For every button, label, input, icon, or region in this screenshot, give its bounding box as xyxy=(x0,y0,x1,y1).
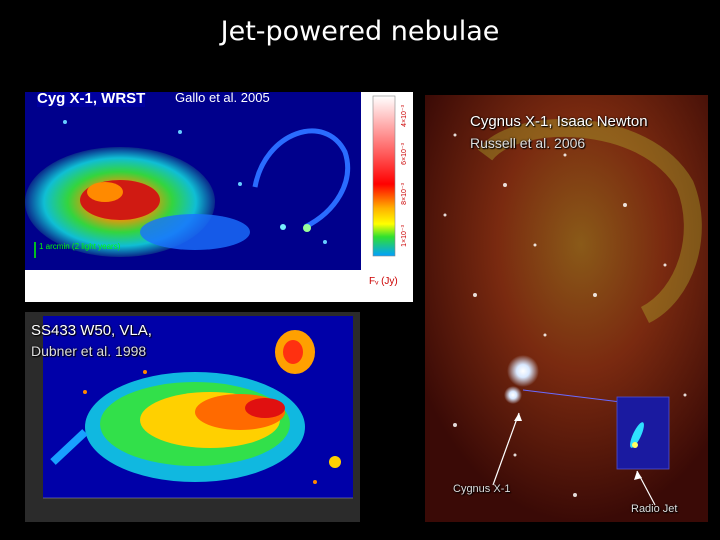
radio-jet-arrow-label: Radio Jet xyxy=(631,503,678,515)
ss433-citation: Dubner et al. 1998 xyxy=(31,343,147,359)
colorbar-tick-label: 1×10⁻³ xyxy=(400,225,408,247)
colorbar-tick-label: 8×10⁻³ xyxy=(400,183,408,205)
colorbar-tick-label: 6×10⁻³ xyxy=(400,143,408,165)
cygnus-optical-panel: Cygnus X-1, Isaac Newton Russell et al. … xyxy=(425,95,708,522)
cygnus-optical-citation: Russell et al. 2006 xyxy=(470,135,586,151)
cyg-wrst-scale-text: 1 arcmin (2 light years) xyxy=(39,242,121,251)
cyg-wrst-radio-map xyxy=(25,92,396,270)
cyg-wrst-colorbar-unit: Fᵥ (Jy) xyxy=(369,276,398,287)
cygnus-optical-image xyxy=(425,95,708,522)
cyg-wrst-panel: Cyg X-1, WRST Gallo et al. 2005 1 arcmin… xyxy=(25,92,413,302)
cyg-wrst-citation: Gallo et al. 2005 xyxy=(175,92,270,105)
cyg-wrst-label: Cyg X-1, WRST xyxy=(37,92,146,107)
ss433-panel: SS433 W50, VLA, Dubner et al. 1998 xyxy=(25,312,360,522)
slide-title: Jet-powered nebulae xyxy=(220,16,500,47)
cyg-wrst-colorbar-ticks: 4×10⁻³ 6×10⁻³ 8×10⁻³ 1×10⁻³ xyxy=(397,98,411,258)
ss433-label: SS433 W50, VLA, xyxy=(31,322,152,339)
cygnus-x1-arrow-label: Cygnus X-1 xyxy=(453,483,511,495)
cygnus-optical-label: Cygnus X-1, Isaac Newton xyxy=(470,113,648,130)
ss433-radio-map xyxy=(43,316,353,499)
colorbar-tick-label: 4×10⁻³ xyxy=(400,105,408,127)
